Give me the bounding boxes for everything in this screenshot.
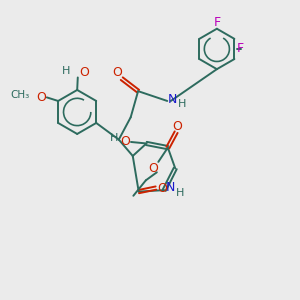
Text: F: F — [213, 16, 220, 29]
Text: H: H — [110, 134, 118, 143]
Text: N: N — [166, 181, 176, 194]
Text: O: O — [157, 182, 167, 194]
Text: H: H — [62, 66, 70, 76]
Text: O: O — [173, 120, 183, 133]
Text: O: O — [148, 162, 158, 175]
Text: O: O — [120, 136, 130, 148]
Text: H: H — [178, 99, 186, 109]
Text: O: O — [79, 66, 89, 79]
Text: CH₃: CH₃ — [11, 90, 30, 100]
Text: O: O — [112, 66, 122, 79]
Text: O: O — [36, 91, 46, 104]
Text: F: F — [236, 42, 244, 56]
Text: N: N — [168, 93, 177, 106]
Text: H: H — [176, 188, 184, 198]
